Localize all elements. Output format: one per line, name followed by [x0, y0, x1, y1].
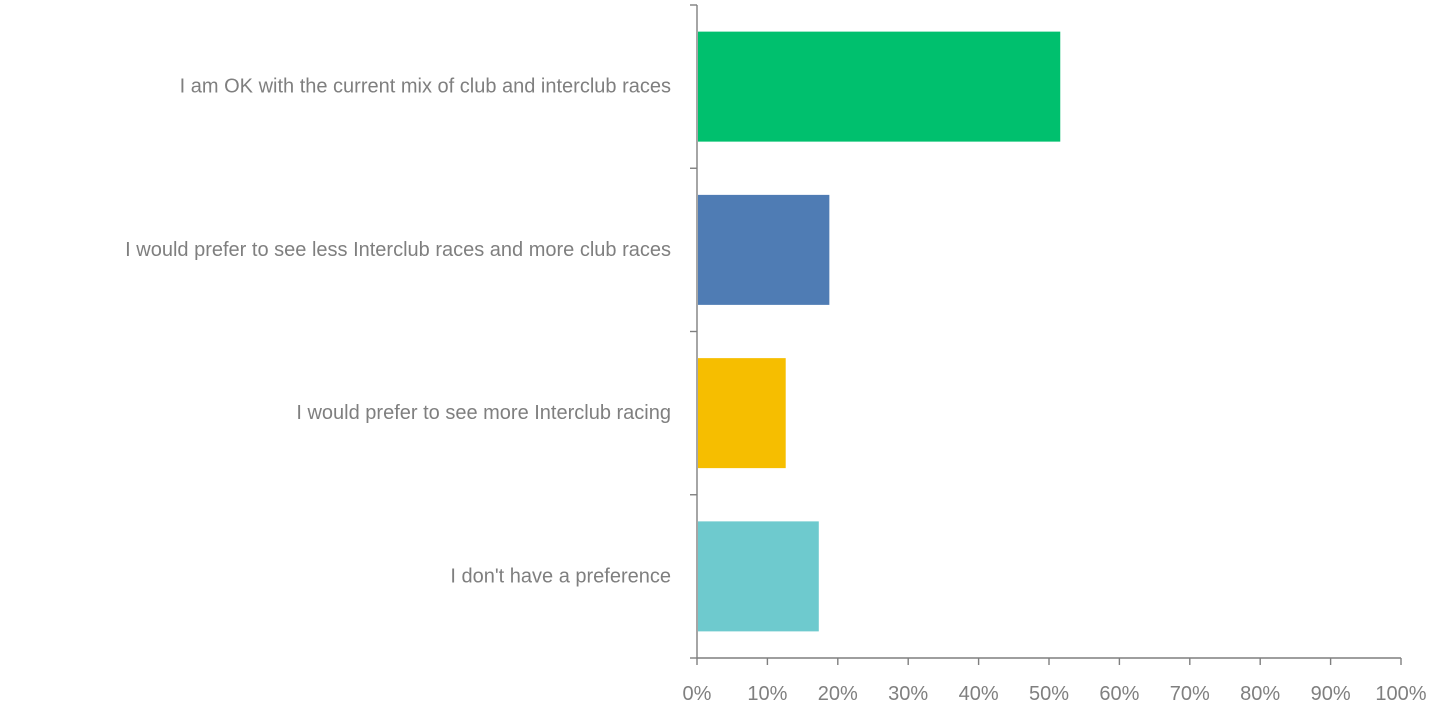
x-axis-ticks: 0% 10% 20% 30% 40% 50% 60% 70% 80% 90% 100%	[683, 658, 1427, 705]
x-tick-label: 0%	[683, 683, 712, 705]
category-label: I would prefer to see more Interclub rac…	[296, 402, 671, 424]
category-labels: I am OK with the current mix of club and…	[125, 76, 671, 588]
bar	[698, 31, 1061, 142]
x-tick-label: 50%	[1029, 683, 1069, 705]
bar	[698, 521, 819, 632]
x-tick-label: 80%	[1240, 683, 1280, 705]
y-axis-ticks	[690, 4, 697, 659]
x-tick-label: 100%	[1375, 683, 1426, 705]
category-label: I would prefer to see less Interclub rac…	[125, 239, 671, 261]
bar	[698, 358, 786, 469]
bar	[698, 194, 830, 305]
category-label: I am OK with the current mix of club and…	[180, 76, 671, 98]
x-tick-label: 30%	[888, 683, 928, 705]
category-label: I don't have a preference	[450, 565, 671, 587]
x-tick-label: 60%	[1099, 683, 1139, 705]
x-tick-label: 90%	[1311, 683, 1351, 705]
x-tick-label: 70%	[1170, 683, 1210, 705]
x-tick-label: 40%	[959, 683, 999, 705]
bars-group	[698, 31, 1061, 632]
x-tick-label: 20%	[818, 683, 858, 705]
x-tick-label: 10%	[747, 683, 787, 705]
